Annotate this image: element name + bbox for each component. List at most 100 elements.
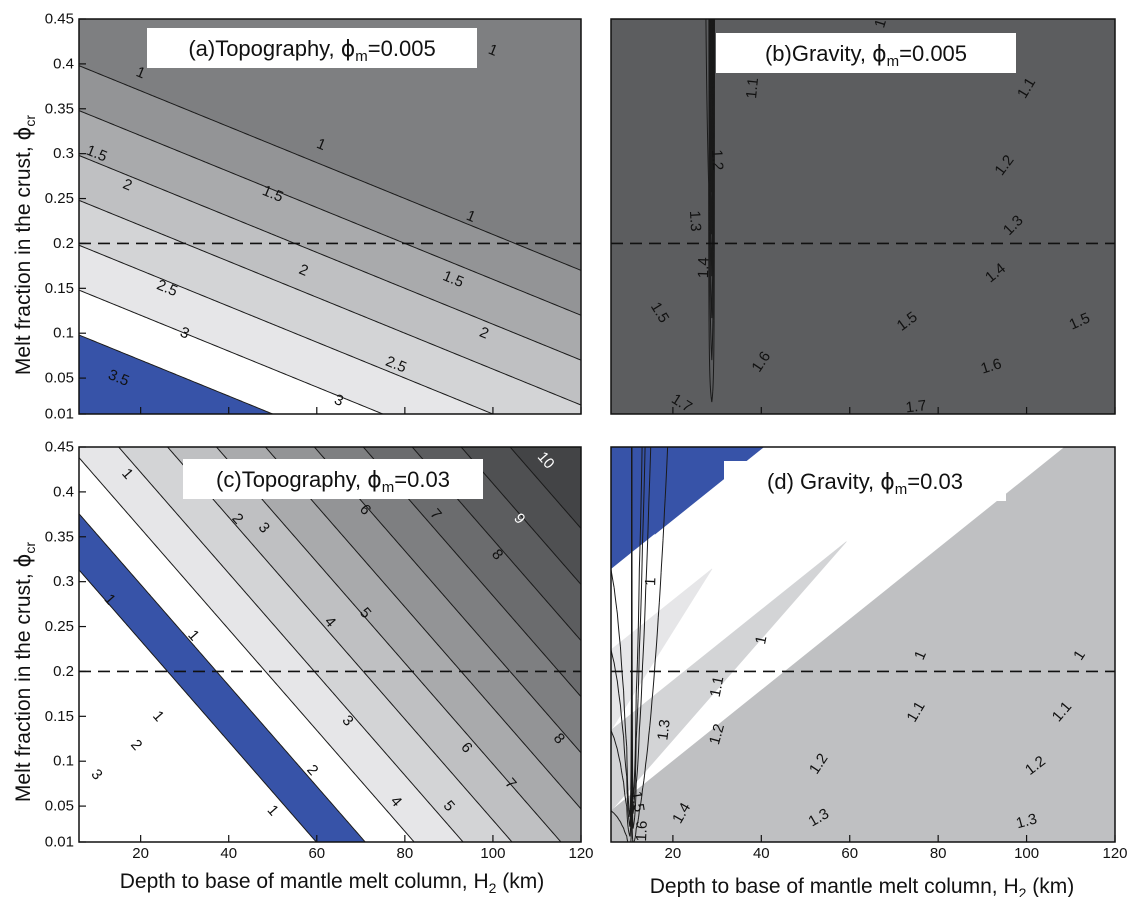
y-tick-label: 0.1 [53,753,74,770]
panel-b-title: (b)Gravity, ϕm=0.005 [716,33,1016,73]
x-axis-label-text: Depth to base of mantle melt column, H [650,875,1019,897]
panel-d-title-text: (d) Gravity, ϕm=0.03 [767,469,963,498]
x-tick-label: 20 [132,845,149,862]
panel-b-contour-label: 1.5 [1067,310,1093,334]
panel-c-contour-line [79,513,366,842]
panel-a-contour-label: 1.5 [260,182,286,206]
panel-d-contour-line [631,447,643,799]
panel-c-title-box [183,459,483,499]
y-tick-label: 0.05 [45,798,74,815]
panels-layer: 11111.51.51.52222.52.5333.50.450.40.350.… [45,11,1128,863]
panel-d-contour-label: 1.3 [1014,810,1039,832]
x-tick-label: 60 [841,845,858,862]
x-axis-label-left: Depth to base of mantle melt column, H2 … [120,870,544,896]
x-tick-label: 40 [220,845,237,862]
panel-d-contour-label: 1.3 [654,718,673,741]
panel-b-contour-label: 1.3 [686,210,704,232]
y-axis-label-text: Melt fraction in the crust, [12,567,35,802]
panel-d-contour-label: 1.1 [707,675,728,699]
x-tick-label: 120 [568,845,593,862]
y-tick-label: 0.05 [45,370,74,387]
y-tick-label: 0.35 [45,528,74,545]
panel-d-band [611,533,656,650]
panel-d-band [611,447,1115,842]
panel-a-title: (a)Topography, ϕm=0.005 [147,28,477,68]
y-axis-label-symbol: ϕ [11,554,35,568]
panel-a-contour-line [79,65,581,271]
panel-d-contour-label: 1 [642,577,659,586]
panel-a-contour-label: 2.5 [383,353,409,377]
panel-d-plot-area: 111 11.11.1 1.11.21.2 1.21.31.3 1.31.41.51.6 [611,447,1115,842]
y-axis-label-symbol: ϕ [11,127,35,141]
y-tick-label: 0.3 [53,573,74,590]
panel-a-title-box [147,28,477,68]
y-tick-label: 0.1 [53,325,74,342]
panel-d-title: (d) Gravity, ϕm=0.03 [724,461,1006,501]
x-axis-label-subscript: 2 [489,880,497,896]
panel-c-frame [78,446,582,843]
x-tick-label: 120 [1102,845,1127,862]
panel-d-contour-label: 1.5 [627,790,647,813]
x-axis-label-right: Depth to base of mantle melt column, H2 … [650,875,1074,897]
panel-b-title-box [716,33,1016,73]
x-axis-label-unit: (km) [1026,875,1074,897]
panel-a-contour-line [79,154,581,361]
y-tick-label: 0.2 [53,235,74,252]
panel-c-contour-line [79,457,415,842]
panel-a-contour-line [79,244,494,414]
panel-a-contour-label: 1.5 [440,268,466,292]
y-tick-label: 0.15 [45,708,74,725]
x-tick-label: 40 [753,845,770,862]
y-tick-label: 0.01 [45,406,74,423]
y-tick-label: 0.25 [45,618,74,635]
y-tick-label: 0.2 [53,663,74,680]
panel-b-contour-label: 1 [871,17,890,30]
panel-d: 111 11.11.1 1.11.21.2 1.21.31.3 1.31.41.51.6… [610,446,1128,862]
panel-b-contour-label: 1.7 [905,397,928,416]
panel-d-title-box [724,461,1006,501]
panel-b-contour-label: 1.6 [979,355,1004,377]
panel-d-contour-label: 1.6 [633,820,651,842]
y-tick-label: 0.01 [45,834,74,851]
panel-c-title: (c)Topography, ϕm=0.03 [183,459,483,499]
y-tick-label: 0.25 [45,190,74,207]
panel-b-contour-label: 1.2 [708,149,726,171]
panel-b-contour-label: 1.1 [743,77,762,99]
y-tick-label: 0.45 [45,11,74,28]
panel-a-contour-line [79,334,273,414]
x-tick-label: 100 [1014,845,1039,862]
panel-a-contour-line [79,199,581,406]
x-tick-label: 80 [930,845,947,862]
panel-d-band [611,541,847,812]
panel-d-contour-label: 1.2 [706,722,728,747]
panel-b: 11.1 1.11.2 1.21.3 1.31.4 1.41.5 1.5 1.51.6 1.6… [610,17,1116,416]
panel-d-contour-label: 1 [752,634,770,646]
panel-a-contour-label: 3.5 [106,366,132,390]
panel-b-contour-label: 1.7 [668,390,695,416]
x-axis-label-text: Depth to base of mantle melt column, H [120,870,489,893]
x-tick-label: 80 [397,845,414,862]
panel-a-contour-label: 1.5 [84,142,110,166]
panel-a-title-text: (a)Topography, ϕm=0.005 [188,36,435,65]
panel-d-band [611,568,713,731]
y-axis-label-text: Melt fraction in the crust, [12,140,35,375]
panel-a-frame [78,18,582,415]
panel-c-title-text: (c)Topography, ϕm=0.03 [216,467,450,496]
panel-b-frame [610,18,1116,415]
panel-b-plot-area: 11.1 1.11.2 1.21.3 1.31.4 1.41.5 1.5 1.51.6 1.6… [611,17,1115,416]
panel-a-contour-line [79,110,581,316]
x-tick-label: 20 [665,845,682,862]
y-axis-label-bottom: Melt fraction in the crust, ϕcr [11,542,38,802]
y-tick-label: 0.4 [53,483,74,500]
x-tick-label: 100 [480,845,505,862]
panel-c-contour-line [79,569,317,842]
panel-c-contour-line [509,447,581,529]
y-tick-label: 0.35 [45,100,74,117]
panel-a-contour-line [79,289,384,414]
panel-d-frame [610,446,1116,843]
y-tick-label: 0.3 [53,145,74,162]
